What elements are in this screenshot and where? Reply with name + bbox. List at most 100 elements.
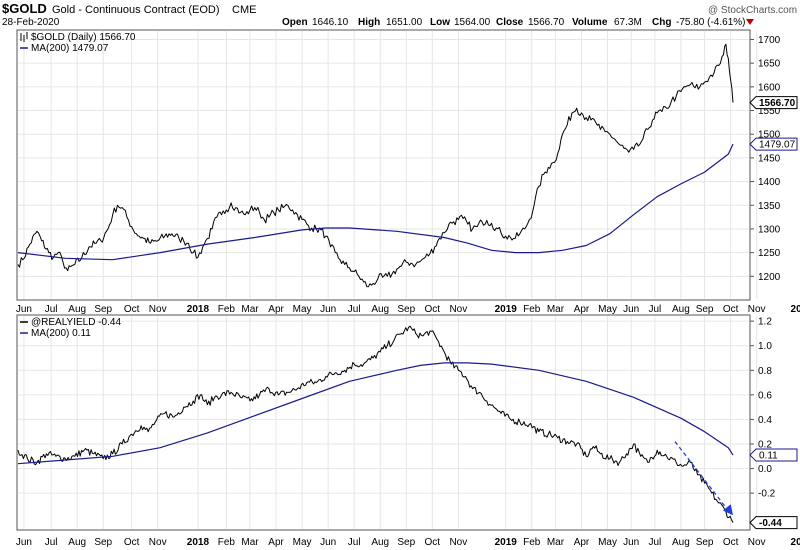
ma-line [17,143,734,261]
last-value-label-box [749,96,798,110]
x-tick-label: Jun [320,537,336,548]
last-ma-label: 0.11 [759,451,778,462]
x-tick-label: Apr [574,304,590,315]
y-tick-label: 1600 [758,82,781,93]
x-tick-label: Nov [449,304,467,315]
price-line [17,43,734,288]
x-tick-label: 2019 [495,304,518,315]
x-tick-label: Nov [748,537,766,548]
x-tick-label: Oct [124,304,140,315]
x-tick-label: Jun [623,304,639,315]
trend-arrow-head [722,504,733,516]
y-tick-label: 1650 [758,59,781,70]
x-tick-label: Aug [68,537,86,548]
x-tick-label: Apr [268,537,284,548]
x-tick-label: Jun [623,537,639,548]
chg-label: Chg [652,17,671,28]
x-tick-label: Jul [45,537,58,548]
open-label: Open [282,17,308,28]
y-tick-label: 0.0 [758,464,772,475]
last-ma-label: 1479.07 [759,140,796,151]
x-tick-label: Nov [149,537,167,548]
price-line [17,325,734,523]
y-tick-label: 1450 [758,153,781,164]
x-tick-label: Mar [547,304,565,315]
x-tick-label: Jul [648,537,661,548]
x-tick-label: Sep [696,537,714,548]
last-ma-label-box [749,137,798,151]
x-tick-label: Aug [68,304,86,315]
x-tick-label: Sep [94,537,112,548]
x-tick-label: Apr [268,304,284,315]
down-triangle-icon [746,19,754,25]
y-tick-label: 1200 [758,272,781,283]
chart-exchange: CME [232,4,256,16]
open-value: 1646.10 [312,17,349,28]
x-tick-label: Jun [16,304,32,315]
x-tick-label: Mar [241,304,259,315]
y-tick-label: 1.2 [758,317,772,328]
price-bars-icon [20,32,28,42]
x-tick-label: Jul [648,304,661,315]
last-value-label-box [749,516,798,530]
x-tick-label: Aug [672,304,690,315]
x-tick-label: Nov [748,304,766,315]
close-label: Close [496,17,524,28]
close-value: 1566.70 [528,17,565,28]
chart-symbol: $GOLD [2,1,47,16]
x-tick-label: Feb [523,537,541,548]
x-tick-label: Oct [723,304,739,315]
x-tick-label: May [293,304,312,315]
real-yield-panel: -0.2 0.0 0.2 0.4 0.6 0.8 1.0 1.2 0.11 -0.44 @REALY… [16,314,798,531]
x-tick-label: Nov [449,537,467,548]
y-tick-label: 0.6 [758,390,772,401]
x-tick-label: Oct [124,537,140,548]
x-tick-label: 2018 [187,304,210,315]
x-tick-label: May [598,304,617,315]
x-tick-label: Sep [94,304,112,315]
last-ma-label-box [749,448,798,462]
volume-label: Volume [572,17,608,28]
watermark: @ StockCharts.com [708,5,797,16]
x-tick-label: 2019 [495,537,518,548]
last-value-label: 1566.70 [759,98,796,109]
high-label: High [358,17,380,28]
y-tick-label: 1300 [758,224,781,235]
plot-frame [16,314,751,531]
x-tick-label: Oct [723,537,739,548]
x-tick-label: Jul [348,304,361,315]
y-tick-label: 0.4 [758,415,772,426]
x-tick-label: Mar [547,537,565,548]
trend-arrow-line [674,441,729,511]
y-tick-label: 1400 [758,177,781,188]
low-label: Low [430,17,450,28]
x-tick-label: Oct [425,537,441,548]
low-value: 1564.00 [454,17,491,28]
y-tick-label: 1700 [758,35,781,46]
y-tick-label: -0.2 [758,489,776,500]
gold-price-panel: 1200 1250 1300 1350 1400 1450 1500 1550 1600 1650… [16,29,798,301]
legend-entry: @REALYIELD -0.44 [31,317,121,328]
x-tick-label: Aug [672,537,690,548]
x-tick-label: 2020 [791,304,800,315]
chg-value: -75.80 (-4.61%) [676,17,745,28]
x-tick-label: 2018 [187,537,210,548]
x-tick-label: Mar [241,537,259,548]
x-tick-label: Feb [218,537,236,548]
x-tick-label: Apr [574,537,590,548]
x-tick-label: Jul [45,304,58,315]
x-tick-label: Feb [218,304,236,315]
x-tick-label: Aug [371,537,389,548]
y-tick-label: 1.0 [758,341,772,352]
chart-description: Gold - Continuous Contract (EOD) [52,4,220,16]
x-tick-label: Sep [696,304,714,315]
x-tick-label: Jul [348,537,361,548]
ma-line [17,362,734,465]
high-value: 1651.00 [386,17,423,28]
x-tick-label: Oct [425,304,441,315]
legend-entry: $GOLD (Daily) 1566.70 [31,32,136,43]
chart-date: 28-Feb-2020 [2,17,60,28]
y-tick-label: 1250 [758,248,781,259]
x-tick-label: Jun [16,537,32,548]
